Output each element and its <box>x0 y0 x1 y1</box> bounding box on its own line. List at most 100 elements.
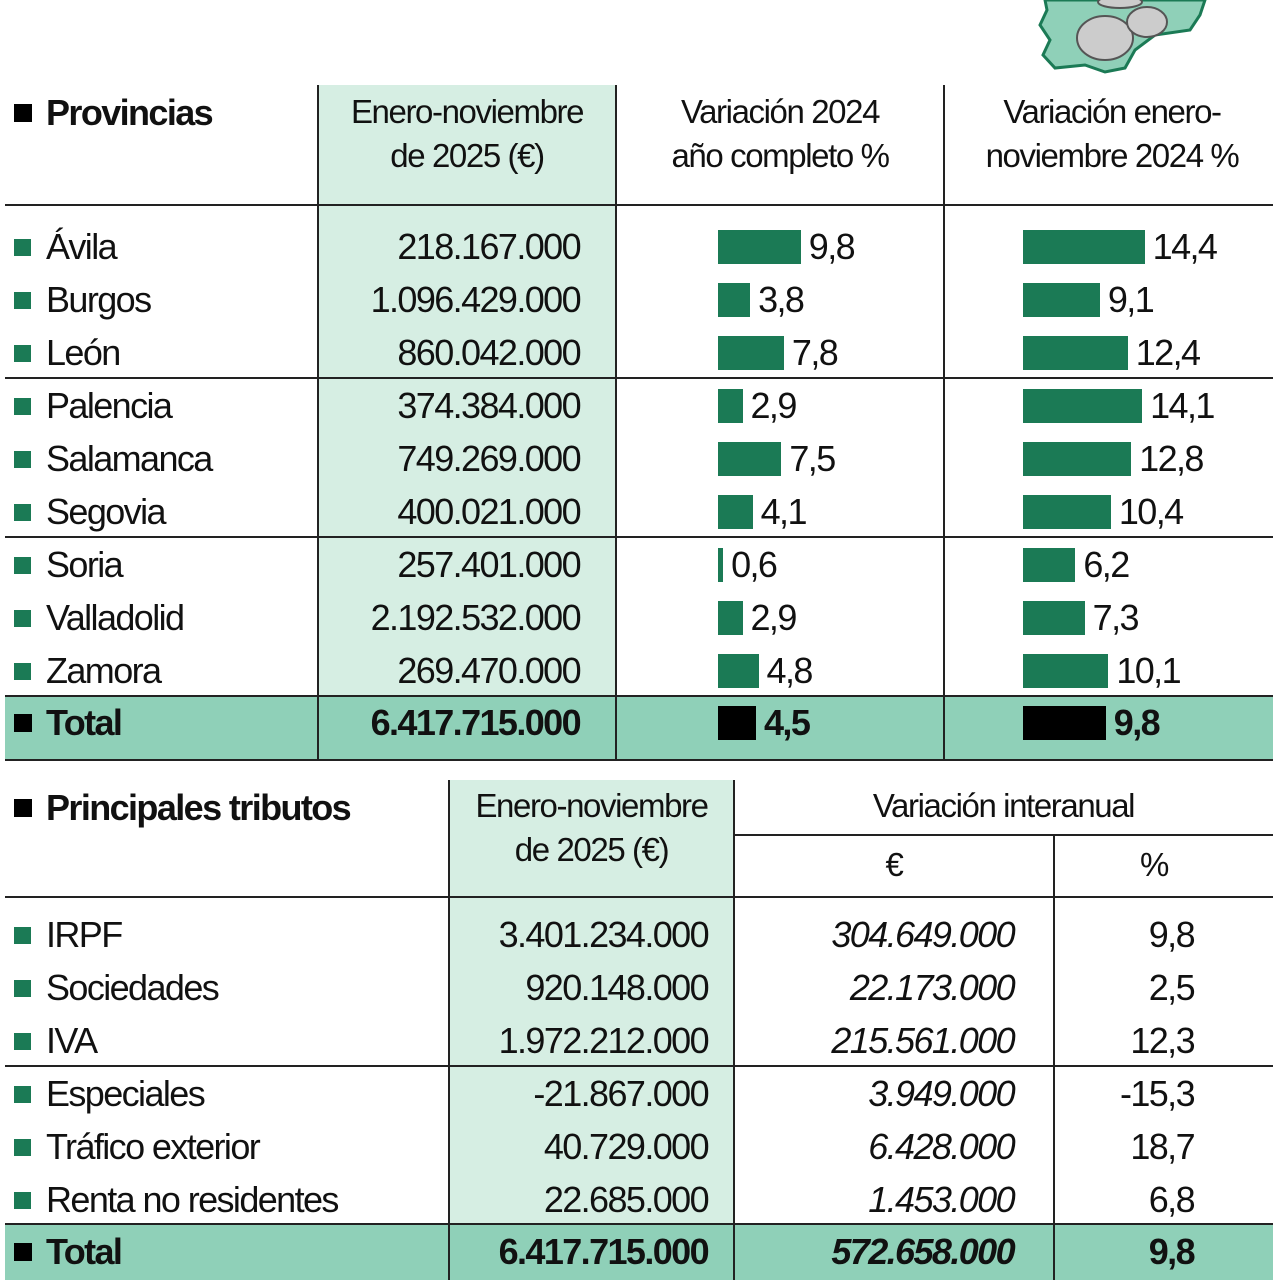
province-name: Salamanca <box>46 438 213 479</box>
amount-value: 749.269.000 <box>397 438 581 479</box>
amount-value: 6.417.715.000 <box>370 702 582 743</box>
divider <box>5 896 1273 898</box>
divider <box>5 759 1273 761</box>
variation-year-label: 2,9 <box>750 385 798 426</box>
bullet-icon <box>14 104 32 122</box>
amount-value: 920.148.000 <box>525 967 709 1008</box>
variation-euro-value: 304.649.000 <box>831 914 1015 955</box>
var-jan-nov-header: Variación enero-noviembre 2024 % <box>944 90 1280 178</box>
taxes-header: Principales tributos <box>46 787 352 828</box>
divider <box>5 1065 1273 1067</box>
tax-name: Especiales <box>46 1073 206 1114</box>
amount-value: 860.042.000 <box>397 332 581 373</box>
bullet-icon <box>14 557 31 574</box>
amount-value: 6.417.715.000 <box>498 1231 710 1272</box>
variation-euro-value: 1.453.000 <box>868 1179 1015 1220</box>
amount-header: Enero-noviembre de 2025 (€) <box>318 90 616 178</box>
euro-header: € <box>885 846 904 883</box>
variation-jan-nov-bar <box>1023 336 1128 370</box>
variation-year-label: 4,8 <box>766 650 814 691</box>
divider <box>734 834 1273 836</box>
variation-percent-value: -15,3 <box>1119 1073 1196 1114</box>
divider <box>943 85 945 760</box>
table-row: Burgos 1.096.429.000 3,8 9,1 <box>0 274 1280 326</box>
province-name: Valladolid <box>46 597 185 638</box>
variation-euro-value: 572.658.000 <box>831 1231 1015 1272</box>
tax-name: Tráfico exterior <box>46 1126 261 1167</box>
province-name: Soria <box>46 544 124 585</box>
amount-value: -21.867.000 <box>533 1073 709 1114</box>
variation-year-label: 7,5 <box>789 438 836 479</box>
tax-name: IRPF <box>46 914 123 955</box>
amount-value: 400.021.000 <box>397 491 581 532</box>
total-row: Total 6.417.715.000 572.658.000 9,8 <box>0 1226 1280 1278</box>
variation-jan-nov-bar <box>1023 389 1143 423</box>
variation-year-bar <box>718 654 759 688</box>
bullet-icon <box>14 398 31 415</box>
variation-year-bar <box>718 283 751 317</box>
amount-value: 1.096.429.000 <box>370 279 582 320</box>
table-row: Tráfico exterior 40.729.000 6.428.000 18,7 <box>0 1121 1280 1173</box>
highlight-column <box>449 780 734 1224</box>
bullet-icon <box>14 799 32 817</box>
table-row: Sociedades 920.148.000 22.173.000 2,5 <box>0 962 1280 1014</box>
header-line: noviembre 2024 % <box>985 137 1240 174</box>
header-line: de 2025 (€) <box>390 137 545 174</box>
variation-jan-nov-label: 10,1 <box>1116 650 1181 691</box>
header-line: de 2025 (€) <box>514 831 670 868</box>
variation-year-label: 0,6 <box>731 544 778 585</box>
bullet-icon <box>14 980 31 997</box>
variation-jan-nov-label: 12,8 <box>1139 438 1204 479</box>
variation-year-bar <box>718 389 743 423</box>
bullet-icon <box>14 1243 32 1261</box>
divider <box>5 695 1273 697</box>
variation-jan-nov-label: 9,1 <box>1107 279 1155 320</box>
divider <box>5 536 1273 538</box>
amount-value: 1.972.212.000 <box>498 1020 710 1061</box>
bullet-icon <box>14 1139 31 1156</box>
variation-jan-nov-label: 7,3 <box>1092 597 1140 638</box>
variation-jan-nov-label: 6,2 <box>1083 544 1130 585</box>
table-row: Ávila 218.167.000 9,8 14,4 <box>0 221 1280 273</box>
amount-value: 257.401.000 <box>397 544 581 585</box>
variation-jan-nov-bar <box>1023 283 1100 317</box>
amount-header: Enero-noviembre de 2025 (€) <box>449 784 734 872</box>
variation-jan-nov-bar <box>1023 548 1076 582</box>
total-row: Total 6.417.715.000 4,5 9,8 <box>0 697 1280 749</box>
variation-year-bar <box>718 495 753 529</box>
variation-percent-value: 6,8 <box>1148 1179 1196 1220</box>
bullet-icon <box>14 1192 31 1209</box>
bullet-icon <box>14 504 31 521</box>
variation-jan-nov-bar <box>1023 495 1111 529</box>
province-name: Zamora <box>46 650 162 691</box>
castilla-leon-map-with-euro-coins-icon <box>1038 0 1207 74</box>
variation-jan-nov-bar <box>1023 654 1109 688</box>
variation-year-label: 4,1 <box>760 491 808 532</box>
table-row: Valladolid 2.192.532.000 2,9 7,3 <box>0 592 1280 644</box>
table-row: Palencia 374.384.000 2,9 14,1 <box>0 380 1280 432</box>
bullet-icon <box>14 239 31 256</box>
table-row: Soria 257.401.000 0,6 6,2 <box>0 539 1280 591</box>
amount-value: 22.685.000 <box>543 1179 710 1220</box>
variation-jan-nov-label: 10,4 <box>1118 491 1184 532</box>
variation-jan-nov-label: 12,4 <box>1135 332 1201 373</box>
variation-year-bar <box>718 230 801 264</box>
tax-name: Total <box>46 1231 123 1272</box>
divider <box>448 780 450 1280</box>
amount-value: 374.384.000 <box>397 385 581 426</box>
variation-jan-nov-bar <box>1023 601 1085 635</box>
table-row: Renta no residentes 22.685.000 1.453.000 6,… <box>0 1174 1280 1226</box>
variation-year-bar <box>718 442 782 476</box>
variation-euro-value: 22.173.000 <box>849 967 1016 1008</box>
amount-value: 2.192.532.000 <box>370 597 582 638</box>
variation-jan-nov-bar <box>1023 230 1145 264</box>
divider <box>5 1223 1273 1225</box>
variation-year-bar <box>718 601 743 635</box>
variation-header: Variación interanual <box>872 787 1136 824</box>
bullet-icon <box>14 1033 31 1050</box>
header-line: Variación enero- <box>1003 93 1222 130</box>
percent-header: % <box>1140 846 1169 883</box>
variation-jan-nov-label: 9,8 <box>1113 702 1161 743</box>
variation-year-bar <box>718 336 784 370</box>
province-name: Segovia <box>46 491 167 532</box>
